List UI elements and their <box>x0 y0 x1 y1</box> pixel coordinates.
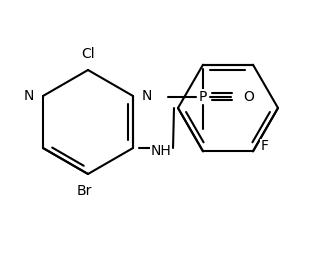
Text: F: F <box>261 139 269 153</box>
Text: Br: Br <box>76 184 92 198</box>
Text: NH: NH <box>151 144 171 158</box>
Text: N: N <box>142 89 152 103</box>
Text: O: O <box>244 90 255 104</box>
Text: Cl: Cl <box>81 47 95 61</box>
Text: P: P <box>199 90 207 104</box>
Text: N: N <box>24 89 34 103</box>
